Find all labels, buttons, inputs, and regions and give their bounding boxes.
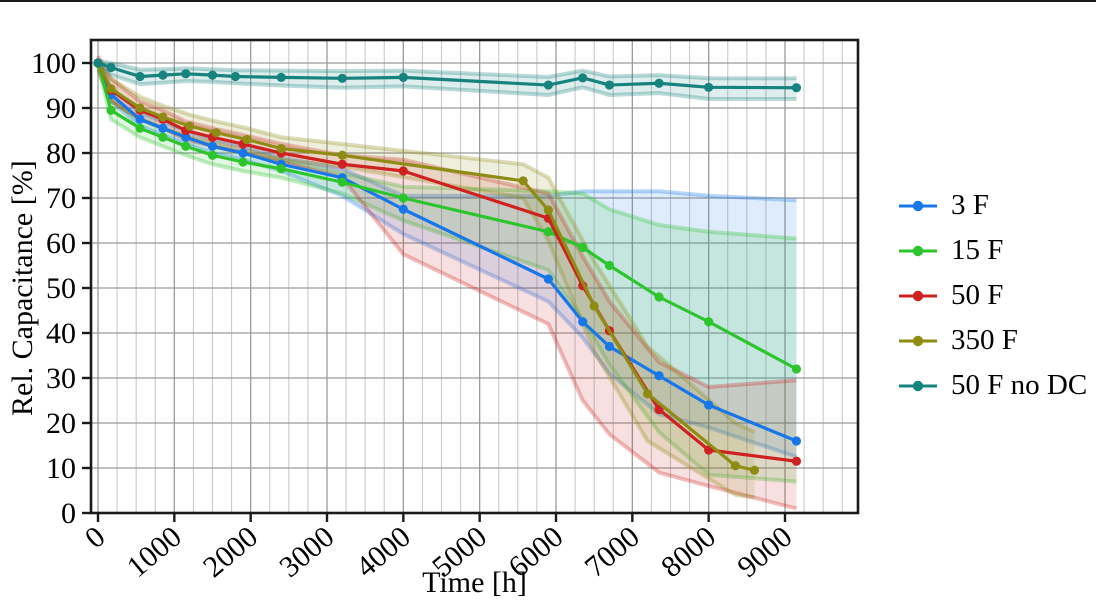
legend-marker-icon <box>899 245 937 256</box>
data-point-15-f <box>106 105 116 115</box>
legend-label: 50 F no DC <box>951 369 1088 401</box>
y-axis-label: Rel. Capacitance [%] <box>6 160 39 416</box>
data-point-3-f <box>791 436 802 446</box>
data-point-350-f <box>749 465 760 475</box>
x-tick-label: 0 <box>79 520 112 555</box>
data-point-50-f-no-dc <box>106 62 116 73</box>
data-point-15-f <box>578 242 588 253</box>
data-point-350-f <box>589 301 599 311</box>
legend-label: 50 F <box>951 279 1004 311</box>
data-point-15-f <box>704 317 714 327</box>
x-axis-label: Time [h] <box>422 566 527 599</box>
data-point-3-f <box>181 132 191 142</box>
grid <box>91 40 858 513</box>
data-point-350-f <box>276 143 286 154</box>
data-point-15-f <box>604 260 615 271</box>
legend-label: 15 F <box>951 234 1004 266</box>
data-point-3-f <box>704 400 714 410</box>
data-point-15-f <box>135 123 145 133</box>
legend-marker-icon <box>899 200 937 211</box>
data-point-15-f <box>207 150 218 160</box>
legend-label: 350 F <box>951 324 1018 356</box>
data-point-3-f <box>604 341 615 352</box>
y-tick-label: 30 <box>46 362 76 395</box>
data-point-350-f <box>337 150 347 160</box>
data-point-50-f-no-dc <box>337 73 347 83</box>
data-point-15-f <box>238 157 248 167</box>
data-point-50-f-no-dc <box>93 58 103 68</box>
data-point-50-f-no-dc <box>207 70 218 80</box>
data-point-350-f <box>211 128 221 138</box>
data-point-15-f <box>337 177 347 187</box>
series-band-3-f <box>96 59 798 459</box>
data-point-3-f <box>398 204 408 214</box>
data-point-350-f <box>135 103 145 113</box>
legend: 3 F 15 F 50 F 350 F 50 F no DC <box>898 183 1087 408</box>
data-point-50-f-no-dc <box>398 72 408 82</box>
data-point-350-f <box>106 84 116 94</box>
data-point-50-f <box>654 404 664 415</box>
data-point-350-f <box>158 112 168 122</box>
data-point-350-f <box>518 176 528 186</box>
y-tick-label: 20 <box>46 407 76 440</box>
data-point-50-f-no-dc <box>604 80 615 90</box>
data-point-3-f <box>207 141 218 151</box>
data-point-3-f <box>543 274 553 284</box>
data-point-350-f <box>184 121 195 131</box>
y-tick-label: 60 <box>46 227 76 260</box>
y-tick-label: 40 <box>46 317 76 350</box>
y-tick-label: 0 <box>61 497 76 530</box>
data-point-15-f <box>398 193 408 203</box>
data-point-50-f-no-dc <box>704 82 714 92</box>
y-tick-label: 80 <box>46 137 76 170</box>
data-point-50-f-no-dc <box>135 71 145 82</box>
data-point-350-f <box>642 389 653 399</box>
data-point-15-f <box>654 292 664 302</box>
data-point-50-f <box>398 166 408 176</box>
y-tick-label: 90 <box>46 92 76 125</box>
top-border-line <box>0 0 1096 2</box>
data-point-15-f <box>158 132 168 142</box>
legend-marker-icon <box>899 335 937 346</box>
data-point-50-f-no-dc <box>578 73 588 83</box>
legend-item-3-f: 3 F <box>898 183 1087 228</box>
data-point-50-f-no-dc <box>181 69 191 79</box>
data-point-50-f <box>791 456 802 466</box>
y-tick-label: 70 <box>46 182 76 215</box>
data-point-50-f-no-dc <box>543 80 553 90</box>
data-point-350-f <box>730 461 740 471</box>
data-point-50-f-no-dc <box>158 70 168 80</box>
legend-label: 3 F <box>951 189 989 221</box>
data-point-3-f <box>654 371 664 381</box>
data-point-3-f <box>158 123 168 133</box>
legend-item-350-f: 350 F <box>898 318 1087 363</box>
data-point-3-f <box>578 317 588 327</box>
data-point-3-f <box>135 114 145 124</box>
y-tick-label: 100 <box>31 47 76 80</box>
y-tick-label: 10 <box>46 452 76 485</box>
data-point-50-f-no-dc <box>654 78 664 88</box>
legend-item-50-f-no-dc: 50 F no DC <box>898 363 1087 408</box>
legend-marker-icon <box>899 380 937 391</box>
data-point-15-f <box>276 164 286 174</box>
data-point-15-f <box>543 227 553 237</box>
legend-marker-icon <box>899 290 937 301</box>
data-point-15-f <box>181 141 191 151</box>
data-point-50-f <box>337 159 347 169</box>
data-point-50-f-no-dc <box>230 71 240 82</box>
data-point-50-f-no-dc <box>276 72 286 82</box>
data-point-350-f <box>242 134 252 145</box>
series-line-50-f-no-dc <box>93 58 802 93</box>
y-tick-label: 50 <box>46 272 76 305</box>
legend-item-15-f: 15 F <box>898 228 1087 273</box>
legend-item-50-f: 50 F <box>898 273 1087 318</box>
data-point-3-f <box>238 148 248 158</box>
data-point-50-f-no-dc <box>791 83 802 93</box>
plot-border <box>89 38 860 515</box>
data-point-15-f <box>791 364 802 374</box>
data-point-350-f <box>543 205 553 215</box>
